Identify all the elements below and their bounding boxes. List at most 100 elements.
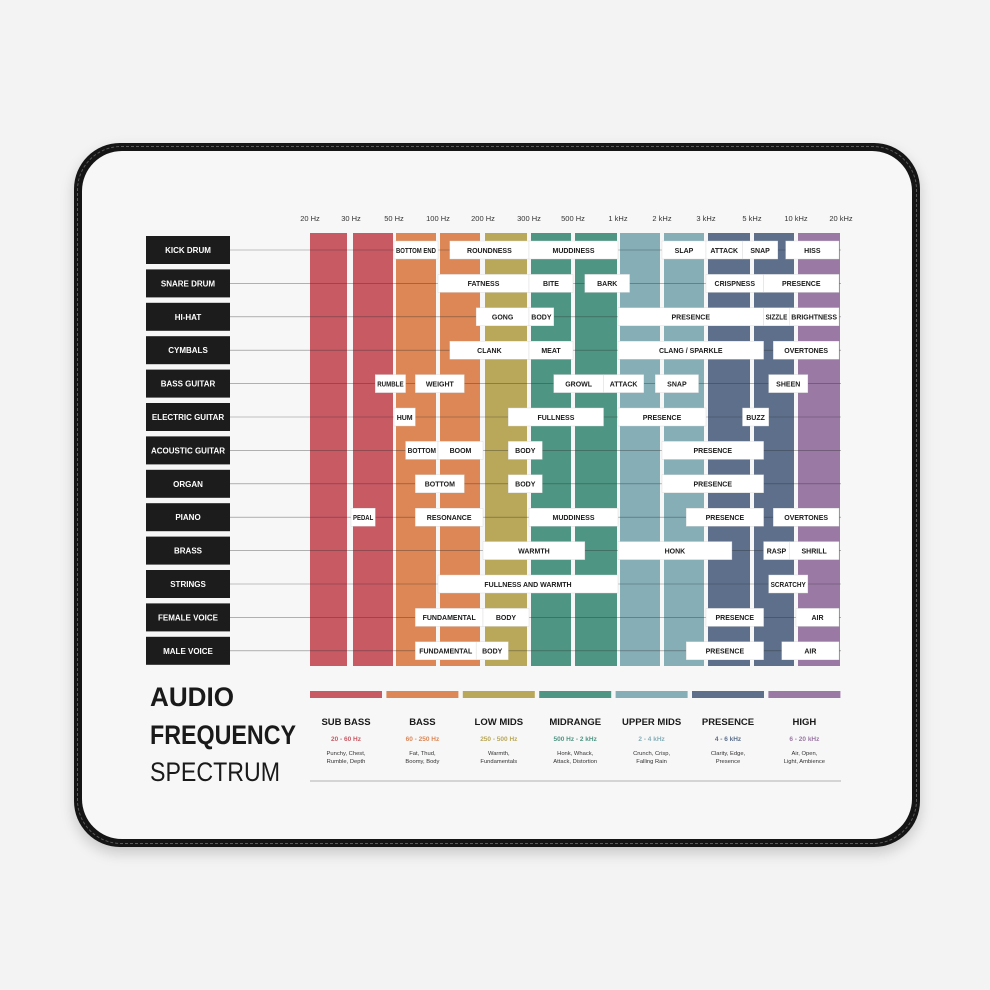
character-tag-box [437, 574, 619, 594]
character-tag-box [617, 341, 764, 360]
band-description-line-2: Presence [716, 759, 741, 765]
character-tag: FUNDAMENTAL [419, 649, 473, 656]
frequency-column-8 [620, 233, 660, 666]
band-name: SUB BASS [321, 717, 370, 728]
character-tag-box [528, 307, 554, 326]
character-tag: PRESENCE [672, 315, 711, 322]
band-description-line-2: Rumble, Depth [327, 759, 366, 765]
character-tag: PRESENCE [716, 615, 755, 622]
character-tag-box [763, 274, 840, 293]
band-description-line-2: Falling Rain [636, 759, 667, 765]
instrument-label-box [146, 369, 230, 398]
instrument-label-box [146, 536, 230, 565]
character-tag: HONK [665, 548, 686, 555]
character-tag-box [785, 240, 840, 260]
band-color-bar [310, 691, 382, 698]
frequency-column-1 [310, 233, 347, 666]
frequency-label: 3 kHz [696, 214, 715, 223]
character-tag: PRESENCE [782, 281, 821, 288]
frequency-label: 50 Hz [384, 214, 404, 223]
frequency-label: 20 Hz [300, 214, 320, 223]
instrument-label-box [146, 269, 230, 298]
character-tag: CLANG / SPARKLE [659, 348, 723, 355]
character-tag: RUMBLE [377, 381, 404, 388]
character-tag-box [437, 441, 484, 460]
character-tag-box [661, 474, 764, 493]
title-line-1: AUDIO [150, 682, 234, 712]
instrument-label: ELECTRIC GUITAR [152, 413, 225, 422]
instrument-label: KICK DRUM [165, 246, 211, 255]
character-tag: BOTTOM [425, 482, 455, 489]
character-tag-box [773, 341, 840, 360]
instrument-label-box [146, 403, 230, 431]
character-tag-box [508, 474, 543, 493]
character-tag: PRESENCE [694, 448, 733, 455]
band-color-bar [462, 691, 535, 698]
instrument-label: FEMALE VOICE [158, 613, 219, 622]
band-description-line-2: Attack, Distortion [553, 759, 597, 765]
character-tag-box [415, 474, 465, 493]
character-tag: SHEEN [776, 381, 800, 388]
instrument-label-box [146, 436, 230, 465]
character-tag-box [686, 641, 764, 660]
poster-title: AUDIO FREQUENCY SPECTRUM [150, 682, 296, 787]
instrument-label: HI-HAT [175, 313, 202, 322]
character-tag: BOTTOM END [396, 248, 436, 255]
character-tag: RESONANCE [427, 515, 472, 522]
character-tag: BODY [515, 448, 536, 455]
instrument-label-box [146, 603, 230, 632]
character-tag: BARK [597, 281, 617, 288]
character-tag: ROUNDNESS [467, 248, 512, 255]
character-tag-box [375, 374, 406, 393]
frequency-labels: 20 Hz 30 Hz 50 Hz 100 Hz 200 Hz 300 Hz 500 Hz 1… [300, 214, 853, 223]
instrument-label: STRINGS [170, 580, 206, 589]
character-tags: BOTTOM END ROUNDNESS MUDDINESS SLAP ATTACK SN… [350, 240, 840, 660]
character-tag: BUZZ [746, 415, 765, 422]
band-description-line-1: Air, Open, [792, 751, 818, 757]
instrument-label-box [146, 636, 230, 665]
band-name: LOW MIDS [475, 717, 524, 728]
band-color-bar [768, 691, 841, 698]
character-tag: FULLNESS AND WARMTH [484, 582, 571, 589]
character-tag: FUNDAMENTAL [423, 615, 477, 622]
character-tag: ATTACK [710, 248, 738, 255]
band-description-line-1: Warmth, [488, 751, 510, 757]
band-color-bar [692, 691, 764, 698]
instrument-label: MALE VOICE [163, 647, 213, 656]
character-tag: BITE [543, 281, 559, 288]
character-tag-box [617, 541, 733, 560]
character-tag-box [789, 307, 840, 326]
character-tag: AIR [804, 649, 816, 656]
instrument-label-box [146, 570, 230, 598]
character-tag: PRESENCE [706, 649, 745, 656]
character-tag: CRISPNESS [715, 281, 756, 288]
band-name: HIGH [793, 717, 817, 728]
character-tag: SIZZLE [766, 315, 788, 322]
band-name: UPPER MIDS [622, 717, 681, 728]
frequency-label: 2 kHz [652, 214, 671, 223]
instrument-label-box [146, 469, 230, 498]
frequency-column-12 [798, 233, 840, 666]
character-tag: FATNESS [468, 281, 500, 288]
character-tag: SCRATCHY [771, 582, 806, 589]
character-tag: BOOM [450, 448, 472, 455]
instrument-label: ORGAN [173, 480, 203, 489]
character-tag-box [781, 641, 840, 660]
band-range: 2 - 4 kHz [638, 736, 665, 743]
frequency-label: 500 Hz [561, 214, 585, 223]
band-description-line-2: Boomy, Body [405, 759, 439, 765]
character-tag-box [528, 274, 574, 293]
frequency-column-7 [575, 233, 617, 666]
character-tag-box [742, 240, 778, 260]
instrument-label-box [146, 336, 230, 365]
character-tag-box [508, 407, 604, 427]
character-tag: BODY [515, 482, 536, 489]
character-tag: PRESENCE [706, 515, 745, 522]
character-tag: RASP [767, 548, 787, 555]
frequency-column-2 [353, 233, 393, 666]
character-tag-box [393, 240, 439, 260]
character-tag-box [528, 240, 619, 260]
band-color-bar [615, 691, 688, 698]
band-legend: SUB BASS 20 - 60 Hz Punchy, Chest, Rumble, … [310, 691, 841, 765]
instrument-label: BASS GUITAR [161, 380, 216, 389]
